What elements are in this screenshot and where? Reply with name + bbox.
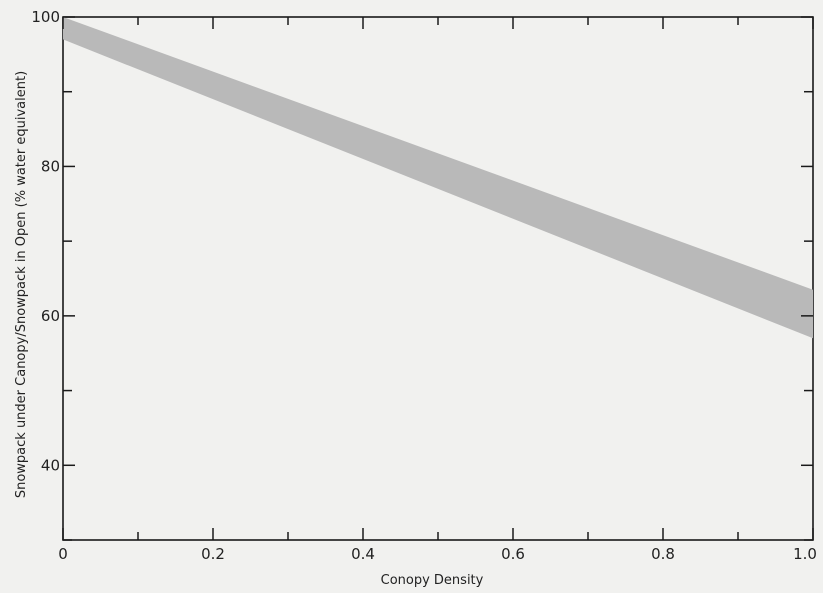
x-tick-label: 0 <box>58 545 68 563</box>
y-tick-label: 100 <box>31 8 60 26</box>
x-tick-label: 0.2 <box>201 545 225 563</box>
x-axis-title: Conopy Density <box>381 573 484 588</box>
x-tick-label: 0.6 <box>501 545 525 563</box>
y-tick-label: 60 <box>41 307 60 325</box>
x-tick-label: 0.8 <box>651 545 675 563</box>
label-layer: 0 0.2 0.4 0.6 0.8 1.0 40 60 80 100 <box>31 8 817 563</box>
y-tick-label: 80 <box>41 157 60 175</box>
y-axis-title: Snowpack under Canopy/Snowpack in Open (… <box>14 71 29 498</box>
x-tick-label: 0.4 <box>351 545 375 563</box>
tick-layer <box>62 16 814 541</box>
y-tick-label: 40 <box>41 456 60 474</box>
band-layer <box>63 17 813 339</box>
data-band-0 <box>63 17 813 339</box>
x-tick-label: 1.0 <box>793 545 817 563</box>
